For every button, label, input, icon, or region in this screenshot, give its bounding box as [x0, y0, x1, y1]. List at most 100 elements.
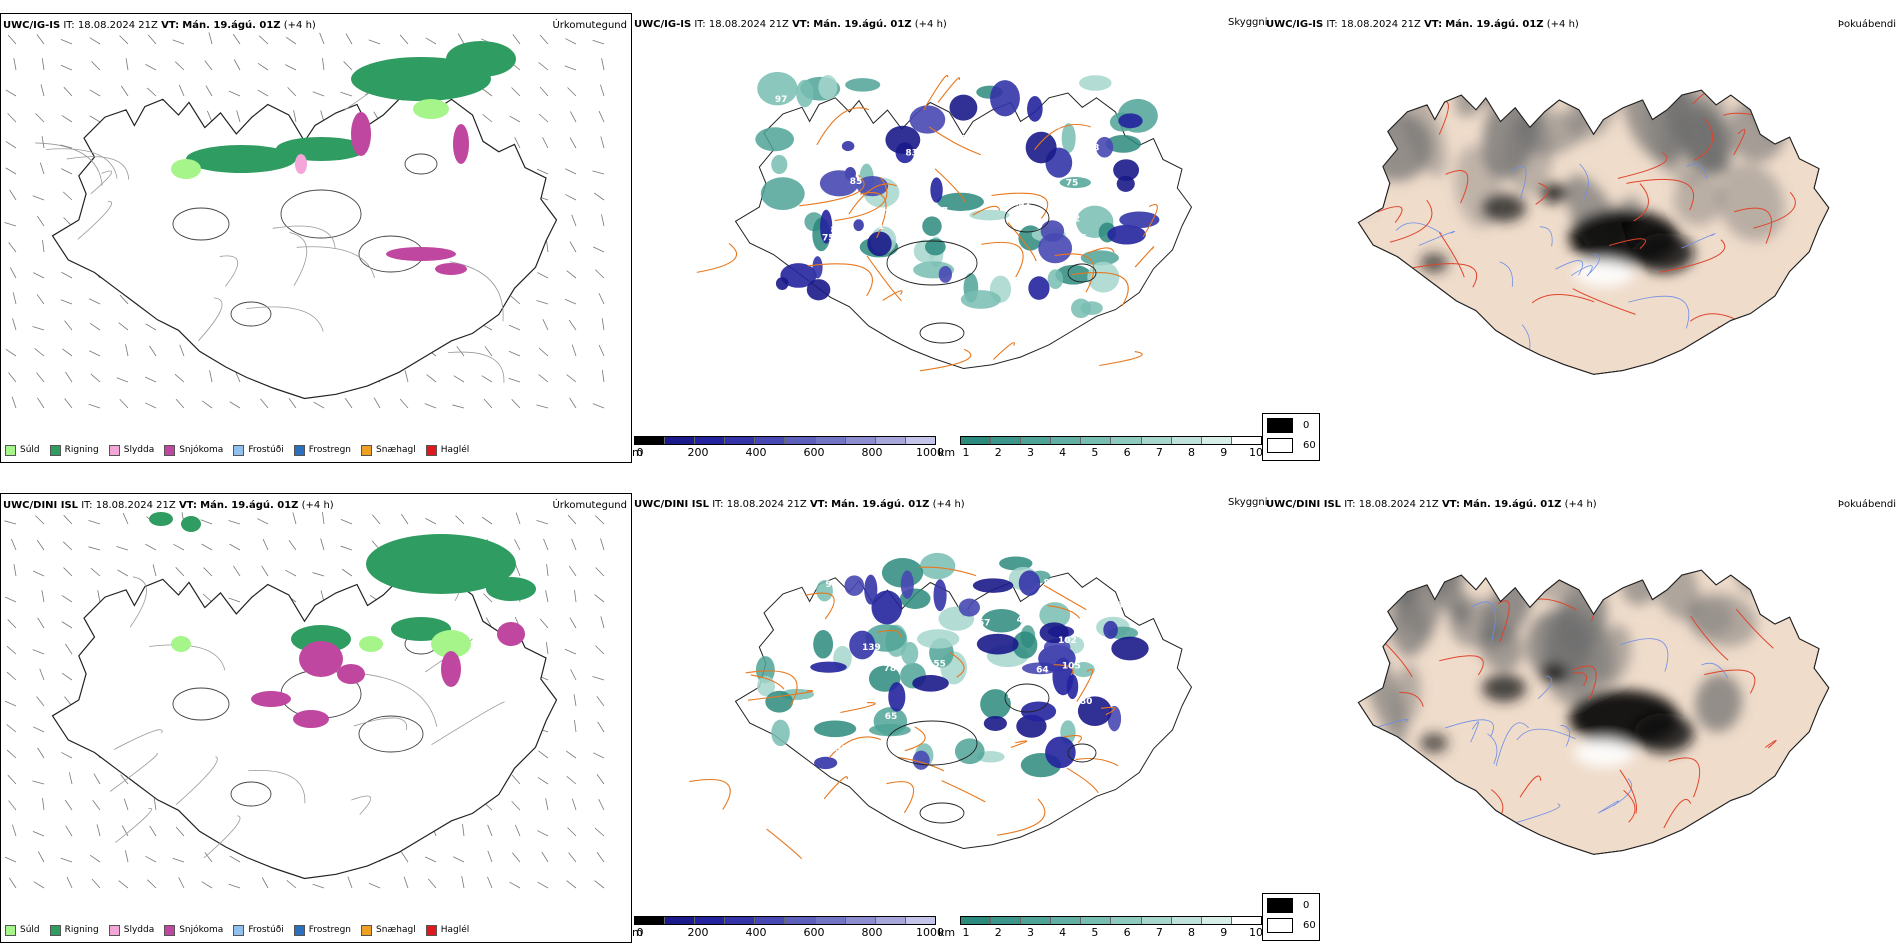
fog-header-top: UWC/IG-IS IT: 18.08.2024 21Z VT: Mán. 19… — [1266, 19, 1579, 30]
cloud-base-label: 139 — [862, 643, 881, 653]
cloud-base-label: 103 — [1007, 169, 1026, 179]
visibility-map-top: 1101519073958812778091758776221978385108… — [696, 71, 1193, 372]
cloudbase-colorbar-bottom: 0 200 400 600 800 1000 m — [632, 916, 944, 944]
cloud-base-label: 80 — [961, 135, 974, 145]
legend-frostregn: Frostregn — [293, 444, 351, 456]
colorbar-tick: 400 — [745, 446, 767, 459]
visibility-unit: km — [938, 446, 956, 459]
legend-haglel: Haglél — [425, 444, 469, 456]
cloudbase-colorbar-top: 0 200 400 600 800 1000 m — [632, 436, 944, 464]
cloud-base-label: 133 — [829, 745, 848, 755]
legend-haglel: Haglél — [425, 924, 469, 936]
colorbar-tick: 8 — [1188, 926, 1196, 939]
fog-panel-top: UWC/IG-IS IT: 18.08.2024 21Z VT: Mán. 19… — [1262, 13, 1900, 463]
colorbar-tick: 1 — [962, 926, 970, 939]
fog-key-min: 0 — [1303, 420, 1310, 431]
cloud-base-label: 151 — [1012, 198, 1031, 208]
colorbar-tick: 3 — [1026, 926, 1034, 939]
model-name: UWC/IG-IS — [3, 20, 61, 31]
cloud-base-label: 64 — [1036, 665, 1049, 675]
visibility-header-top: UWC/IG-IS IT: 18.08.2024 21Z VT: Mán. 19… — [634, 19, 947, 30]
colorbar-tick: 10 — [1248, 446, 1263, 459]
cloud-base-label: 56 — [1110, 601, 1123, 611]
legend-sudd: Súld — [5, 444, 40, 456]
colorbar-tick: 200 — [687, 926, 709, 939]
colorbar-tick: 7 — [1155, 926, 1163, 939]
colorbar-tick: 2 — [994, 926, 1002, 939]
colorbar-tick: 1 — [962, 446, 970, 459]
cloud-base-label: 110 — [790, 234, 809, 244]
cloud-base-label: 91 — [847, 235, 860, 245]
colorbar-tick: 10 — [1248, 926, 1263, 939]
legend-sudd: Súld — [5, 924, 40, 936]
cloud-base-label: 75 — [822, 234, 835, 244]
lead-time: (+4 h) — [283, 20, 316, 31]
legend-snjokoma: Snjókoma — [164, 924, 223, 936]
cloud-base-label: 45 — [1007, 692, 1020, 702]
visibility-colorbar-bottom: 1 2 3 4 5 6 7 8 9 10 km — [938, 916, 1263, 944]
cloud-base-label: 97 — [775, 95, 788, 105]
cloud-base-label: 96 — [826, 580, 839, 590]
colorbar-tick: 0 — [636, 926, 644, 939]
cloud-base-label: 87 — [830, 226, 843, 236]
legend-frostregn: Frostregn — [293, 924, 351, 936]
legend-slydda: Slydda — [108, 444, 154, 456]
cloud-base-label: 73 — [1009, 176, 1022, 186]
cloud-base-label: 105 — [1062, 662, 1081, 672]
cloud-base-label: 437 — [1017, 616, 1036, 626]
legend-snaehagl: Snæhagl — [361, 924, 416, 936]
precip-legend-bottom: Súld Rigning Slydda Snjókoma Frostúði Fr… — [5, 922, 469, 938]
colorbar-tick: 4 — [1059, 446, 1067, 459]
colorbar-tick: 400 — [745, 926, 767, 939]
legend-frostudi: Frostúði — [233, 444, 284, 456]
precip-header-bottom: UWC/DINI ISL IT: 18.08.2024 21Z VT: Mán.… — [3, 500, 334, 511]
colorbar-tick: 6 — [1123, 446, 1131, 459]
fog-map-bottom — [1357, 569, 1830, 855]
fog-key-max: 60 — [1303, 920, 1316, 931]
legend-snaehagl: Snæhagl — [361, 444, 416, 456]
colorbar-tick: 1000 — [915, 926, 944, 939]
colorbar-tick: 600 — [803, 446, 825, 459]
colorbar-tick: 1000 — [915, 446, 944, 459]
colorbar-tick: 4 — [1059, 926, 1067, 939]
cloud-base-label: 81 — [871, 222, 884, 232]
fog-key-max: 60 — [1303, 440, 1316, 451]
cloud-base-label: 155 — [927, 659, 946, 669]
cloud-base-label: 77 — [936, 207, 949, 217]
fog-key-min: 0 — [1303, 900, 1310, 911]
fog-panel-bottom: UWC/DINI ISL IT: 18.08.2024 21Z VT: Mán.… — [1262, 493, 1900, 943]
fog-header-bottom: UWC/DINI ISL IT: 18.08.2024 21Z VT: Mán.… — [1266, 499, 1597, 510]
cloud-base-label: 51 — [825, 676, 838, 686]
cloud-base-label: 97 — [1004, 129, 1017, 139]
precip-title: Úrkomutegund — [552, 20, 627, 31]
colorbar-tick: 800 — [861, 446, 883, 459]
precip-legend-top: Súld Rigning Slydda Snjókoma Frostúði Fr… — [5, 442, 469, 458]
fog-title: Þokuábendi — [1837, 19, 1896, 30]
visibility-map-bottom: 77 45 78 65 80 437 51 56 64 59 139 84 155 73 96 67 105 13… — [689, 552, 1193, 860]
vt-value: Mán. 19.ágú. 01Z — [182, 20, 281, 31]
precip-panel-top: UWC/IG-IS IT: 18.08.2024 21Z VT: Mán. 19… — [0, 13, 632, 463]
cloud-base-label: 88 — [1049, 122, 1062, 132]
legend-slydda: Slydda — [108, 924, 154, 936]
legend-frostudi: Frostúði — [233, 924, 284, 936]
colorbar-tick: 6 — [1123, 926, 1131, 939]
cloud-base-label: 73 — [1087, 144, 1100, 154]
colorbar-tick: 200 — [687, 446, 709, 459]
colorbar-tick: 600 — [803, 926, 825, 939]
it-value: 18.08.2024 21Z — [77, 20, 158, 31]
visibility-title-bottom: Skyggni — [1228, 497, 1268, 508]
cloud-base-label: 83 — [905, 148, 918, 158]
colorbar-tick: 800 — [861, 926, 883, 939]
colorbar-tick: 9 — [1220, 926, 1228, 939]
cloud-base-label: 90 — [978, 127, 991, 137]
colorbar-tick: 9 — [1220, 446, 1228, 459]
cloud-base-label: 95 — [1074, 233, 1087, 243]
visibility-colorbar-top: 1 2 3 4 5 6 7 8 9 10 km — [938, 436, 1263, 464]
cloud-base-label: 67 — [978, 619, 991, 629]
visibility-header-bottom: UWC/DINI ISL IT: 18.08.2024 21Z VT: Mán.… — [634, 499, 965, 510]
visibility-title: Skyggni — [1228, 17, 1268, 28]
colorbar-tick: 0 — [636, 446, 644, 459]
cloud-base-label: 78 — [884, 664, 897, 674]
cloud-base-label: 59 — [802, 699, 815, 709]
legend-rigning: Rigning — [49, 924, 99, 936]
